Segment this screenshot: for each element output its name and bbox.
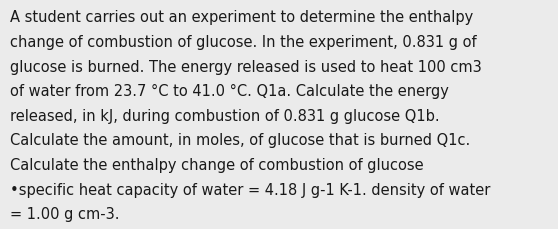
- Text: change of combustion of glucose. In the experiment, 0.831 g of: change of combustion of glucose. In the …: [10, 35, 477, 50]
- Text: of water from 23.7 °C to 41.0 °C. Q1a. Calculate the energy: of water from 23.7 °C to 41.0 °C. Q1a. C…: [10, 84, 449, 99]
- Text: •specific heat capacity of water = 4.18 J g-1 K-1. density of water: •specific heat capacity of water = 4.18 …: [10, 182, 490, 197]
- Text: Calculate the enthalpy change of combustion of glucose: Calculate the enthalpy change of combust…: [10, 157, 424, 172]
- Text: released, in kJ, during combustion of 0.831 g glucose Q1b.: released, in kJ, during combustion of 0.…: [10, 108, 440, 123]
- Text: = 1.00 g cm-3.: = 1.00 g cm-3.: [10, 206, 119, 221]
- Text: glucose is burned. The energy released is used to heat 100 cm3: glucose is burned. The energy released i…: [10, 59, 482, 74]
- Text: Calculate the amount, in moles, of glucose that is burned Q1c.: Calculate the amount, in moles, of gluco…: [10, 133, 470, 148]
- Text: A student carries out an experiment to determine the enthalpy: A student carries out an experiment to d…: [10, 10, 473, 25]
